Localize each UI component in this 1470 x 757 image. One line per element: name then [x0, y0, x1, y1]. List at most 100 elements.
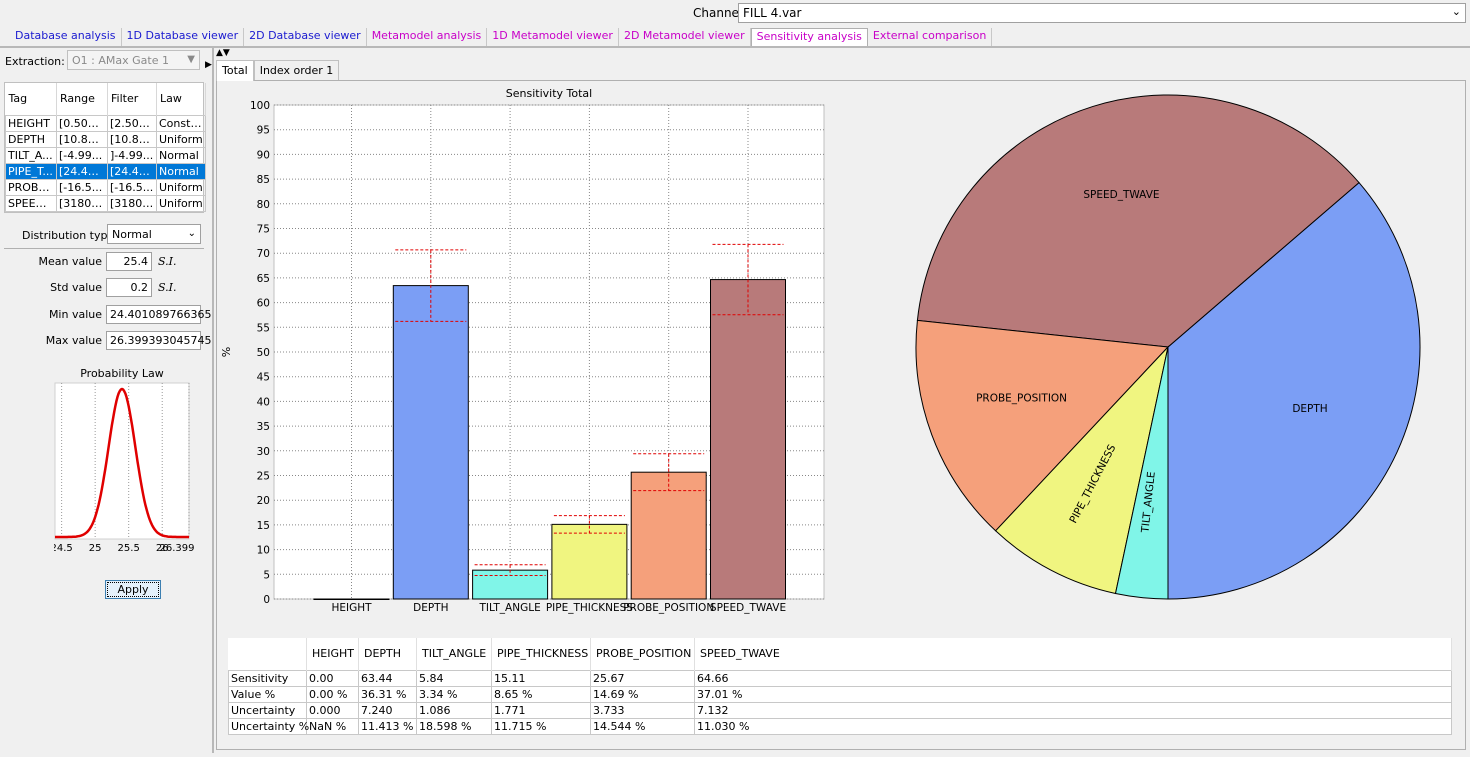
table-cell: 15.11 [491, 669, 591, 687]
column-header[interactable]: Filter [107, 83, 157, 115]
column-header[interactable]: Law [156, 83, 206, 115]
table-cell: [10.84 ... [56, 130, 108, 148]
pie-label: SPEED_TWAVE [1083, 189, 1159, 201]
table-cell: Constant [156, 114, 206, 132]
collapse-left-arrow-icon[interactable]: ▶ [205, 60, 212, 70]
y-tick-label: 90 [257, 149, 270, 161]
table-cell: Value % [228, 685, 307, 703]
tab-index-order-1[interactable]: Index order 1 [253, 60, 340, 80]
tab-sensitivity-analysis[interactable]: Sensitivity analysis [750, 28, 868, 46]
table-cell: 37.01 % [694, 685, 1452, 703]
column-header[interactable]: TILT_ANGLE [416, 638, 492, 670]
splitter-arrows-icon[interactable]: ▲▼ [216, 48, 230, 58]
y-tick-label: 65 [257, 273, 270, 285]
table-cell: [24.40... [107, 162, 157, 180]
sensitivity-bar-chart: Sensitivity Total% 0 5 10 15 20 25 30 35 40 45 50 55… [220, 87, 825, 614]
table-cell: HEIGHT [5, 114, 57, 132]
column-header[interactable]: Range [56, 83, 108, 115]
column-header[interactable]: PIPE_THICKNESS [491, 638, 591, 670]
pie-slice [1114, 346, 1169, 600]
y-tick-label: 80 [257, 199, 270, 211]
bar [472, 569, 549, 600]
tab-2d-metamodel-viewer[interactable]: 2D Metamodel viewer [619, 28, 751, 46]
y-tick-label: 0 [263, 594, 270, 606]
table-cell: TILT_A... [5, 146, 57, 164]
y-tick-label: 70 [257, 248, 270, 260]
table-cell: Uncertainty % [228, 717, 309, 735]
tab-metamodel-analysis[interactable]: Metamodel analysis [367, 28, 488, 46]
tab-1d-database-viewer[interactable]: 1D Database viewer [122, 28, 245, 46]
y-tick-label: 75 [257, 224, 270, 236]
pie-slice [1167, 181, 1421, 600]
table-cell: NaN % [306, 717, 359, 735]
table-cell: 7.132 [694, 701, 1452, 719]
table-row: Sensitivity 0.00 63.44 5.84 15.11 25.67 64.66 [228, 669, 1452, 687]
separator [4, 248, 204, 249]
table-cell: 0.00 [306, 669, 359, 687]
x-tick-label: SPEED_TWAVE [710, 602, 786, 614]
table-cell: 11.030 % [694, 717, 1452, 735]
max-value-input[interactable]: 26.399393045745 [106, 331, 211, 350]
column-header[interactable]: Tag [5, 83, 57, 115]
tab-1d-metamodel-viewer[interactable]: 1D Metamodel viewer [487, 28, 619, 46]
max-value-label: Max value [45, 334, 102, 347]
table-cell: [2.500... [107, 114, 157, 132]
x-tick-label: PROBE_POSITION [623, 602, 714, 614]
table-row: Value % 0.00 % 36.31 % 3.34 % 8.65 % 14.69 % 3… [228, 685, 1452, 703]
y-tick-label: 25 [257, 471, 270, 483]
column-header[interactable]: DEPTH [358, 638, 417, 670]
bar [392, 285, 469, 600]
y-tick-label: 50 [257, 347, 270, 359]
parameter-table: Tag Range Filter Law HEIGHT [0.502... [2.500.… [4, 82, 206, 213]
apply-button[interactable]: Apply [105, 580, 161, 599]
main-tab-divider [0, 46, 1470, 48]
table-row[interactable]: HEIGHT [0.502... [2.500... Constant [5, 114, 206, 132]
table-cell: 3.34 % [416, 685, 492, 703]
tab-total[interactable]: Total [216, 60, 254, 81]
table-cell: PIPE_T... [5, 162, 57, 180]
table-cell: [24.40 ... [56, 162, 108, 180]
table-row[interactable]: SPEED... [3180 ;... [3180;... Uniform [5, 194, 206, 212]
table-cell: 25.67 [590, 669, 695, 687]
table-row[interactable]: PROBE... [-16.5... [-16.5... Uniform [5, 178, 206, 196]
table-cell: 14.544 % [590, 717, 695, 735]
table-cell: [0.502... [56, 114, 108, 132]
table-row[interactable]: TILT_A... [-4.99...]-4.99... Normal [5, 146, 206, 164]
bar [313, 598, 390, 600]
distribution-type-label: Distribution type [22, 229, 115, 242]
extraction-value: O1 : AMax Gate 1 [72, 54, 169, 67]
table-row[interactable]: PIPE_T... [24.40 ... [24.40... Normal [5, 162, 206, 180]
table-cell: [3180;... [107, 194, 157, 212]
min-value-input[interactable]: 24.401089766365 [106, 305, 211, 324]
chevron-down-icon: ▼ [187, 54, 195, 65]
y-tick-label: 20 [257, 495, 270, 507]
table-cell: 5.84 [416, 669, 492, 687]
extraction-select[interactable]: O1 : AMax Gate 1 ▼ [67, 50, 200, 70]
column-header[interactable]: PROBE_POSITION [590, 638, 695, 670]
table-cell: [-16.5... [107, 178, 157, 196]
pie-label: PROBE_POSITION [976, 392, 1067, 404]
mean-value-input[interactable]: 25.4 [106, 252, 152, 271]
plot-area [54, 382, 190, 540]
table-row[interactable]: DEPTH [10.84 ... [10.84... Uniform [5, 130, 206, 148]
column-header[interactable]: SPEED_TWAVE [694, 638, 1452, 670]
table-cell: [-16.5... [56, 178, 108, 196]
bar [630, 471, 707, 600]
y-tick-label: 15 [257, 520, 270, 532]
channel-select[interactable]: FILL 4.var ⌄ [738, 3, 1466, 23]
results-table: HEIGHT DEPTH TILT_ANGLE PIPE_THICKNESS PROBE… [228, 638, 1452, 735]
tab-database-analysis[interactable]: Database analysis [10, 28, 122, 46]
tab-2d-database-viewer[interactable]: 2D Database viewer [244, 28, 367, 46]
column-header[interactable] [228, 638, 307, 670]
probability-law-title: Probability Law [80, 367, 164, 380]
std-unit: S.I. [158, 281, 177, 294]
distribution-type-select[interactable]: Normal ⌄ [107, 224, 201, 244]
table-cell: 11.413 % [358, 717, 417, 735]
std-value-input[interactable]: 0.2 [106, 278, 152, 297]
pie-label: DEPTH [1292, 403, 1327, 415]
vertical-splitter[interactable] [212, 48, 214, 753]
tab-external-comparison[interactable]: External comparison [868, 28, 993, 46]
column-header[interactable]: HEIGHT [306, 638, 359, 670]
y-tick-label: 45 [257, 372, 270, 384]
